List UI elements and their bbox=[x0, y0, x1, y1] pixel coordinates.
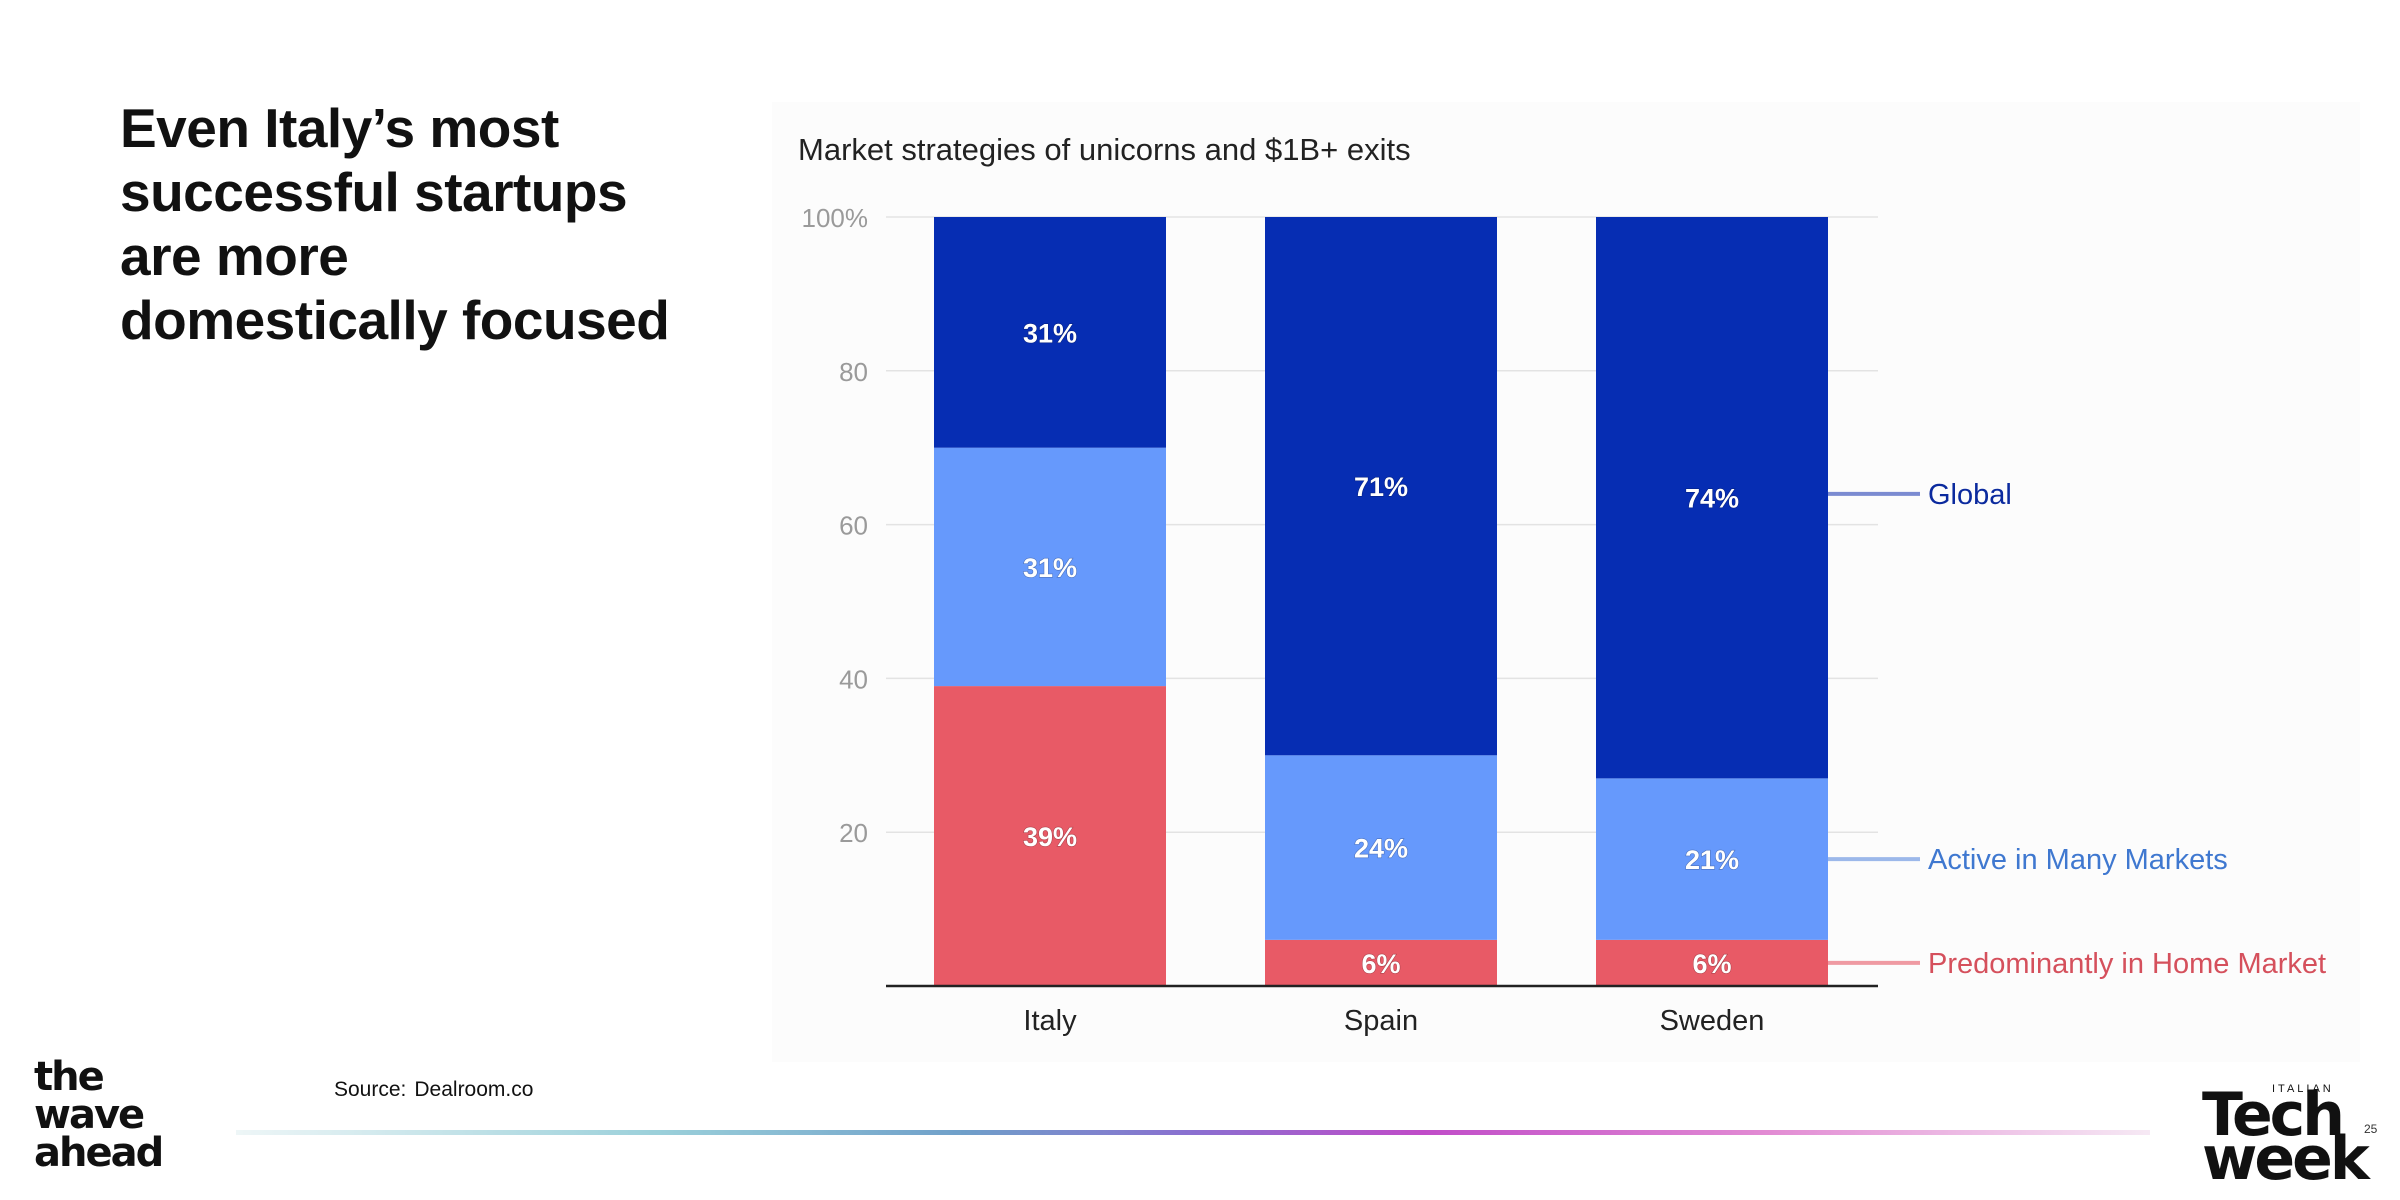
bar-italy-home bbox=[934, 686, 1166, 986]
y-tick-label-80: 80 bbox=[839, 357, 868, 387]
data-label-spain-global: 71% bbox=[1354, 472, 1408, 502]
logo-tech-label: Tech bbox=[2202, 1080, 2345, 1150]
bar-italy-global bbox=[934, 217, 1166, 448]
source-label: Source: bbox=[334, 1078, 407, 1101]
bar-sweden-global bbox=[1596, 217, 1828, 779]
bar-italy-active bbox=[934, 447, 1166, 687]
chart-panel: Market strategies of unicorns and $1B+ e… bbox=[772, 102, 2360, 1062]
y-tick-label-40: 40 bbox=[839, 664, 868, 694]
bar-spain-home bbox=[1265, 939, 1497, 986]
data-label-italy-global: 31% bbox=[1023, 318, 1077, 348]
stacked-bar-chart: Market strategies of unicorns and $1B+ e… bbox=[798, 132, 2326, 1037]
source-value: Dealroom.co bbox=[414, 1078, 534, 1101]
the-wave-ahead-logo: the wave ahead bbox=[34, 1054, 184, 1176]
logo-line-wave: wave bbox=[34, 1092, 145, 1138]
bar-sweden-active bbox=[1596, 778, 1828, 940]
data-label-sweden-global: 74% bbox=[1685, 484, 1739, 514]
logo-line-ahead: ahead bbox=[34, 1130, 164, 1176]
y-tick-label-100: 100% bbox=[802, 203, 869, 233]
x-tick-label-sweden: Sweden bbox=[1660, 1005, 1765, 1037]
logo-italian-label: ITALIAN bbox=[2272, 1083, 2334, 1095]
data-label-sweden-home: 6% bbox=[1692, 949, 1731, 979]
italian-tech-week-logo: ITALIAN Tech week bbox=[2200, 1080, 2380, 1190]
footer-gradient-line bbox=[236, 1130, 2150, 1135]
bar-spain-active bbox=[1265, 755, 1497, 940]
bar-sweden-home bbox=[1596, 939, 1828, 986]
chart-title: Market strategies of unicorns and $1B+ e… bbox=[798, 132, 1411, 167]
y-tick-label-20: 20 bbox=[839, 818, 868, 848]
data-label-italy-active: 31% bbox=[1023, 553, 1077, 583]
logo-week-label: week bbox=[2202, 1124, 2370, 1194]
x-tick-label-italy: Italy bbox=[1023, 1005, 1077, 1037]
logo-line-the: the bbox=[34, 1054, 105, 1100]
page-number: 25 bbox=[2364, 1122, 2378, 1136]
slide-title: Even Italy’s most successful startups ar… bbox=[120, 97, 670, 351]
bar-spain-global bbox=[1265, 217, 1497, 756]
data-label-sweden-active: 21% bbox=[1685, 845, 1739, 875]
data-label-spain-home: 6% bbox=[1361, 949, 1400, 979]
x-tick-label-spain: Spain bbox=[1344, 1005, 1418, 1037]
legend-label-home: Predominantly in Home Market bbox=[1928, 948, 2326, 980]
legend-label-active: Active in Many Markets bbox=[1928, 844, 2228, 876]
y-tick-label-60: 60 bbox=[839, 511, 868, 541]
source-note: Source: Dealroom.co bbox=[334, 1078, 533, 1102]
data-label-spain-active: 24% bbox=[1354, 834, 1408, 864]
legend-label-global: Global bbox=[1928, 479, 2012, 511]
data-label-italy-home: 39% bbox=[1023, 822, 1077, 852]
